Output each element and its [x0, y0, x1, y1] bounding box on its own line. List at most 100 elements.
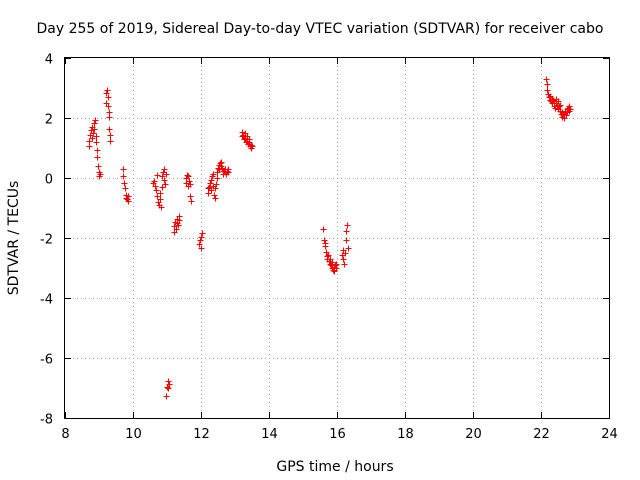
data-point [91, 120, 98, 127]
data-point [199, 230, 206, 237]
data-point [152, 183, 159, 190]
data-point [93, 139, 100, 146]
data-point [225, 166, 232, 173]
data-point [341, 261, 348, 268]
data-point [97, 171, 104, 178]
y-axis-label: SDTVAR / TECUs [6, 181, 22, 296]
data-point [567, 106, 574, 113]
data-point [166, 381, 173, 388]
data-point [333, 265, 340, 272]
data-point [187, 193, 194, 200]
data-point [322, 240, 329, 247]
data-point [94, 154, 101, 161]
x-tick-label: 20 [465, 427, 482, 442]
data-point [154, 193, 161, 200]
data-point [173, 226, 180, 233]
y-tick-label: -6 [40, 353, 53, 368]
data-point [94, 147, 101, 154]
data-point [90, 130, 97, 137]
data-point [125, 198, 132, 205]
data-point [105, 103, 112, 110]
data-point [186, 178, 193, 185]
data-point [95, 163, 102, 170]
data-point [556, 103, 563, 110]
data-point [121, 180, 128, 187]
data-point [208, 187, 215, 194]
data-point [342, 250, 349, 257]
data-point [176, 213, 183, 220]
data-point [184, 172, 191, 179]
data-point [89, 135, 96, 142]
data-point [212, 195, 219, 202]
x-tick-label: 24 [601, 427, 618, 442]
data-point [157, 190, 164, 197]
data-point [162, 181, 169, 188]
x-tick-label: 18 [397, 427, 414, 442]
data-point [344, 222, 351, 229]
x-tick-label: 12 [193, 427, 210, 442]
data-point [217, 160, 224, 167]
data-point [544, 81, 551, 88]
data-point [198, 234, 205, 241]
data-point [105, 94, 112, 101]
y-tick-label: 0 [45, 173, 53, 188]
data-point [86, 138, 93, 145]
data-point [106, 114, 113, 121]
data-point [325, 252, 332, 259]
data-point [543, 76, 550, 83]
data-point [207, 180, 214, 187]
data-point [187, 181, 194, 188]
data-point [159, 184, 166, 191]
data-points [86, 76, 574, 400]
data-point [320, 226, 327, 233]
data-point [544, 87, 551, 94]
data-point [563, 112, 570, 119]
data-point [343, 228, 350, 235]
data-point [161, 177, 168, 184]
data-point [153, 187, 160, 194]
data-point [343, 237, 350, 244]
data-point [205, 190, 212, 197]
data-point [340, 256, 347, 263]
plot-frame [64, 57, 610, 419]
data-point [93, 133, 100, 140]
y-tick-label: 4 [45, 53, 53, 68]
data-point [92, 117, 99, 124]
data-point [151, 178, 158, 185]
x-tick-label: 22 [533, 427, 550, 442]
data-point [122, 185, 129, 192]
data-point [157, 196, 164, 203]
data-point [106, 126, 113, 133]
data-point [159, 173, 166, 180]
data-point [212, 185, 219, 192]
data-point [197, 237, 204, 244]
data-point [208, 177, 215, 184]
data-point [218, 159, 225, 166]
data-point [104, 87, 111, 94]
data-point [557, 102, 564, 109]
data-point [185, 173, 192, 180]
data-point [161, 166, 168, 173]
data-point [550, 97, 557, 104]
data-point [165, 378, 172, 385]
data-point [196, 241, 203, 248]
x-axis-label: GPS time / hours [276, 459, 393, 475]
data-point [239, 129, 246, 136]
x-tick-label: 16 [329, 427, 346, 442]
data-point [214, 175, 221, 182]
data-point [566, 103, 573, 110]
y-tick-label: -2 [40, 233, 53, 248]
data-point [188, 198, 195, 205]
data-point [198, 245, 205, 252]
data-point [165, 385, 172, 392]
x-tick-label: 14 [261, 427, 278, 442]
data-point [555, 98, 562, 105]
data-point [107, 132, 114, 139]
data-point [107, 138, 114, 145]
data-point [91, 126, 98, 133]
data-point [120, 166, 127, 173]
data-point [154, 172, 161, 179]
data-point [329, 259, 336, 266]
